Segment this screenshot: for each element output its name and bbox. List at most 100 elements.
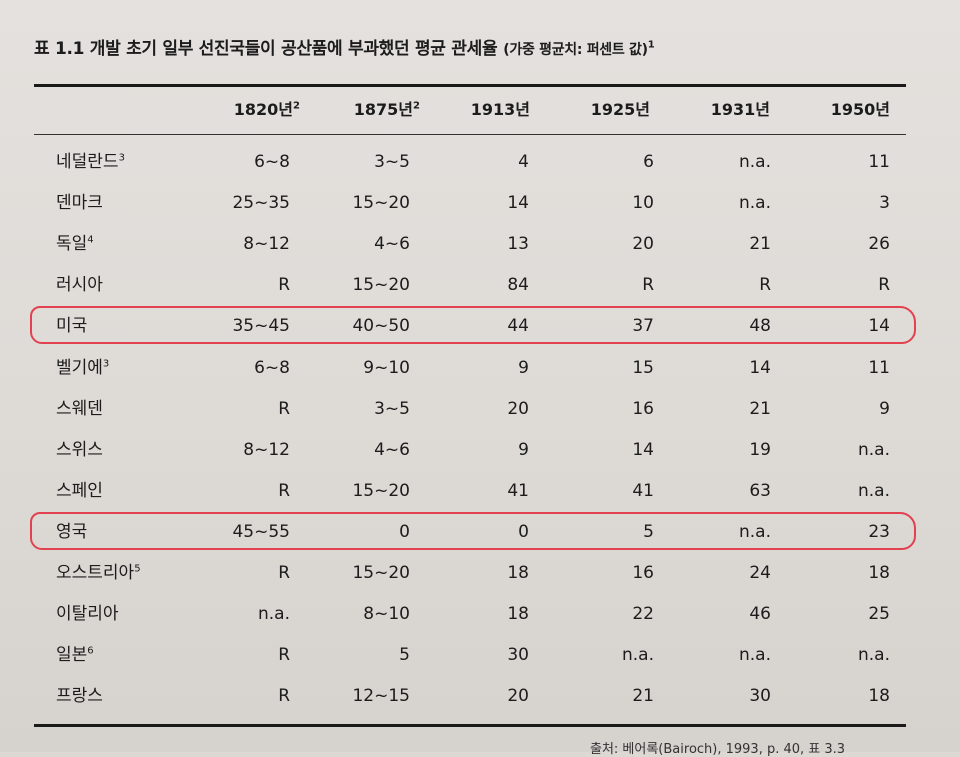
value-cell: 41: [632, 481, 654, 501]
value-cell: 41: [507, 481, 529, 501]
source-note: 출처: 베어록(Bairoch), 1993, p. 40, 표 3.3: [590, 742, 846, 757]
table-row: 일본6 R 5 30 n.a. n.a. n.a.: [0, 641, 960, 669]
table-row: 러시아 R 15~20 84 R R R: [0, 271, 960, 299]
value-cell: R: [278, 645, 290, 665]
table-row: 영국 45~55 0 0 5 n.a. 23: [0, 518, 960, 546]
value-cell: 13: [507, 234, 529, 254]
value-cell: R: [278, 686, 290, 706]
country-cell: 오스트리아5: [56, 563, 141, 583]
value-cell: 84: [507, 275, 529, 295]
value-cell: R: [878, 275, 890, 295]
table-header-rule: [34, 134, 906, 135]
column-header: 1931년: [710, 100, 770, 119]
highlight-circle-mark: [30, 306, 916, 344]
value-cell: 14: [868, 316, 890, 336]
value-cell: 22: [632, 604, 654, 624]
table-row: 오스트리아5 R 15~20 18 16 24 18: [0, 559, 960, 587]
value-cell: 44: [507, 316, 529, 336]
value-cell: 30: [749, 686, 771, 706]
country-cell: 이탈리아: [56, 604, 119, 624]
value-cell: 15~20: [352, 193, 410, 213]
table-row: 덴마크 25~35 15~20 14 10 n.a. 3: [0, 189, 960, 217]
value-cell: n.a.: [739, 645, 771, 665]
value-cell: 63: [749, 481, 771, 501]
value-cell: 8~12: [243, 234, 290, 254]
value-cell: 16: [632, 399, 654, 419]
country-cell: 영국: [56, 522, 88, 542]
value-cell: 3~5: [374, 152, 410, 172]
value-cell: R: [278, 275, 290, 295]
value-cell: 0: [399, 522, 410, 542]
value-cell: 15: [632, 358, 654, 378]
value-cell: 5: [399, 645, 410, 665]
value-cell: 19: [749, 440, 771, 460]
country-cell: 스웨덴: [56, 399, 103, 419]
table-row: 스페인 R 15~20 41 41 63 n.a.: [0, 477, 960, 505]
value-cell: 11: [868, 358, 890, 378]
value-cell: 9: [879, 399, 890, 419]
value-cell: 15~20: [352, 275, 410, 295]
value-cell: R: [278, 563, 290, 583]
value-cell: 25~35: [232, 193, 290, 213]
value-cell: 30: [507, 645, 529, 665]
value-cell: 8~10: [363, 604, 410, 624]
value-cell: 14: [632, 440, 654, 460]
value-cell: 0: [518, 522, 529, 542]
value-cell: R: [278, 481, 290, 501]
value-cell: 46: [749, 604, 771, 624]
value-cell: 4~6: [374, 234, 410, 254]
country-cell: 벨기에3: [56, 358, 110, 378]
value-cell: 3: [879, 193, 890, 213]
value-cell: 10: [632, 193, 654, 213]
country-cell: 일본6: [56, 645, 94, 665]
value-cell: n.a.: [258, 604, 290, 624]
value-cell: 20: [632, 234, 654, 254]
value-cell: 21: [749, 399, 771, 419]
country-cell: 미국: [56, 316, 88, 336]
value-cell: 9: [518, 358, 529, 378]
column-header: 1913년: [470, 100, 530, 119]
value-cell: 8~12: [243, 440, 290, 460]
value-cell: 18: [868, 563, 890, 583]
value-cell: R: [278, 399, 290, 419]
country-cell: 러시아: [56, 275, 103, 295]
table-title-subtitle: (가중 평균치: 퍼센트 값): [503, 42, 648, 58]
value-cell: 18: [868, 686, 890, 706]
value-cell: 40~50: [352, 316, 410, 336]
table-row: 네덜란드3 6~8 3~5 4 6 n.a. 11: [0, 148, 960, 176]
value-cell: 45~55: [232, 522, 290, 542]
value-cell: 4: [518, 152, 529, 172]
value-cell: R: [759, 275, 771, 295]
value-cell: 14: [749, 358, 771, 378]
value-cell: 21: [749, 234, 771, 254]
value-cell: 24: [749, 563, 771, 583]
value-cell: 23: [868, 522, 890, 542]
value-cell: 16: [632, 563, 654, 583]
table-row: 벨기에3 6~8 9~10 9 15 14 11: [0, 354, 960, 382]
table-row: 미국 35~45 40~50 44 37 48 14: [0, 312, 960, 340]
table-title: 표 1.1 개발 초기 일부 선진국들이 공산품에 부과했던 평균 관세율 (가중…: [34, 34, 655, 59]
value-cell: 20: [507, 686, 529, 706]
value-cell: 14: [507, 193, 529, 213]
value-cell: 18: [507, 604, 529, 624]
country-cell: 덴마크: [56, 193, 103, 213]
value-cell: 9~10: [363, 358, 410, 378]
value-cell: R: [642, 275, 654, 295]
value-cell: 21: [632, 686, 654, 706]
value-cell: 6~8: [254, 152, 290, 172]
value-cell: 11: [868, 152, 890, 172]
column-header: 1820년2: [233, 100, 300, 119]
table-row: 프랑스 R 12~15 20 21 30 18: [0, 682, 960, 710]
country-cell: 스페인: [56, 481, 103, 501]
table-title-main: 표 1.1 개발 초기 일부 선진국들이 공산품에 부과했던 평균 관세율: [34, 39, 498, 59]
table-row: 이탈리아 n.a. 8~10 18 22 46 25: [0, 600, 960, 628]
value-cell: 6: [643, 152, 654, 172]
value-cell: 12~15: [352, 686, 410, 706]
value-cell: 37: [632, 316, 654, 336]
table-bottom-rule: [34, 724, 906, 727]
value-cell: n.a.: [858, 481, 890, 501]
table-top-rule: [34, 84, 906, 87]
value-cell: 4~6: [374, 440, 410, 460]
column-header: 1875년2: [353, 100, 420, 119]
